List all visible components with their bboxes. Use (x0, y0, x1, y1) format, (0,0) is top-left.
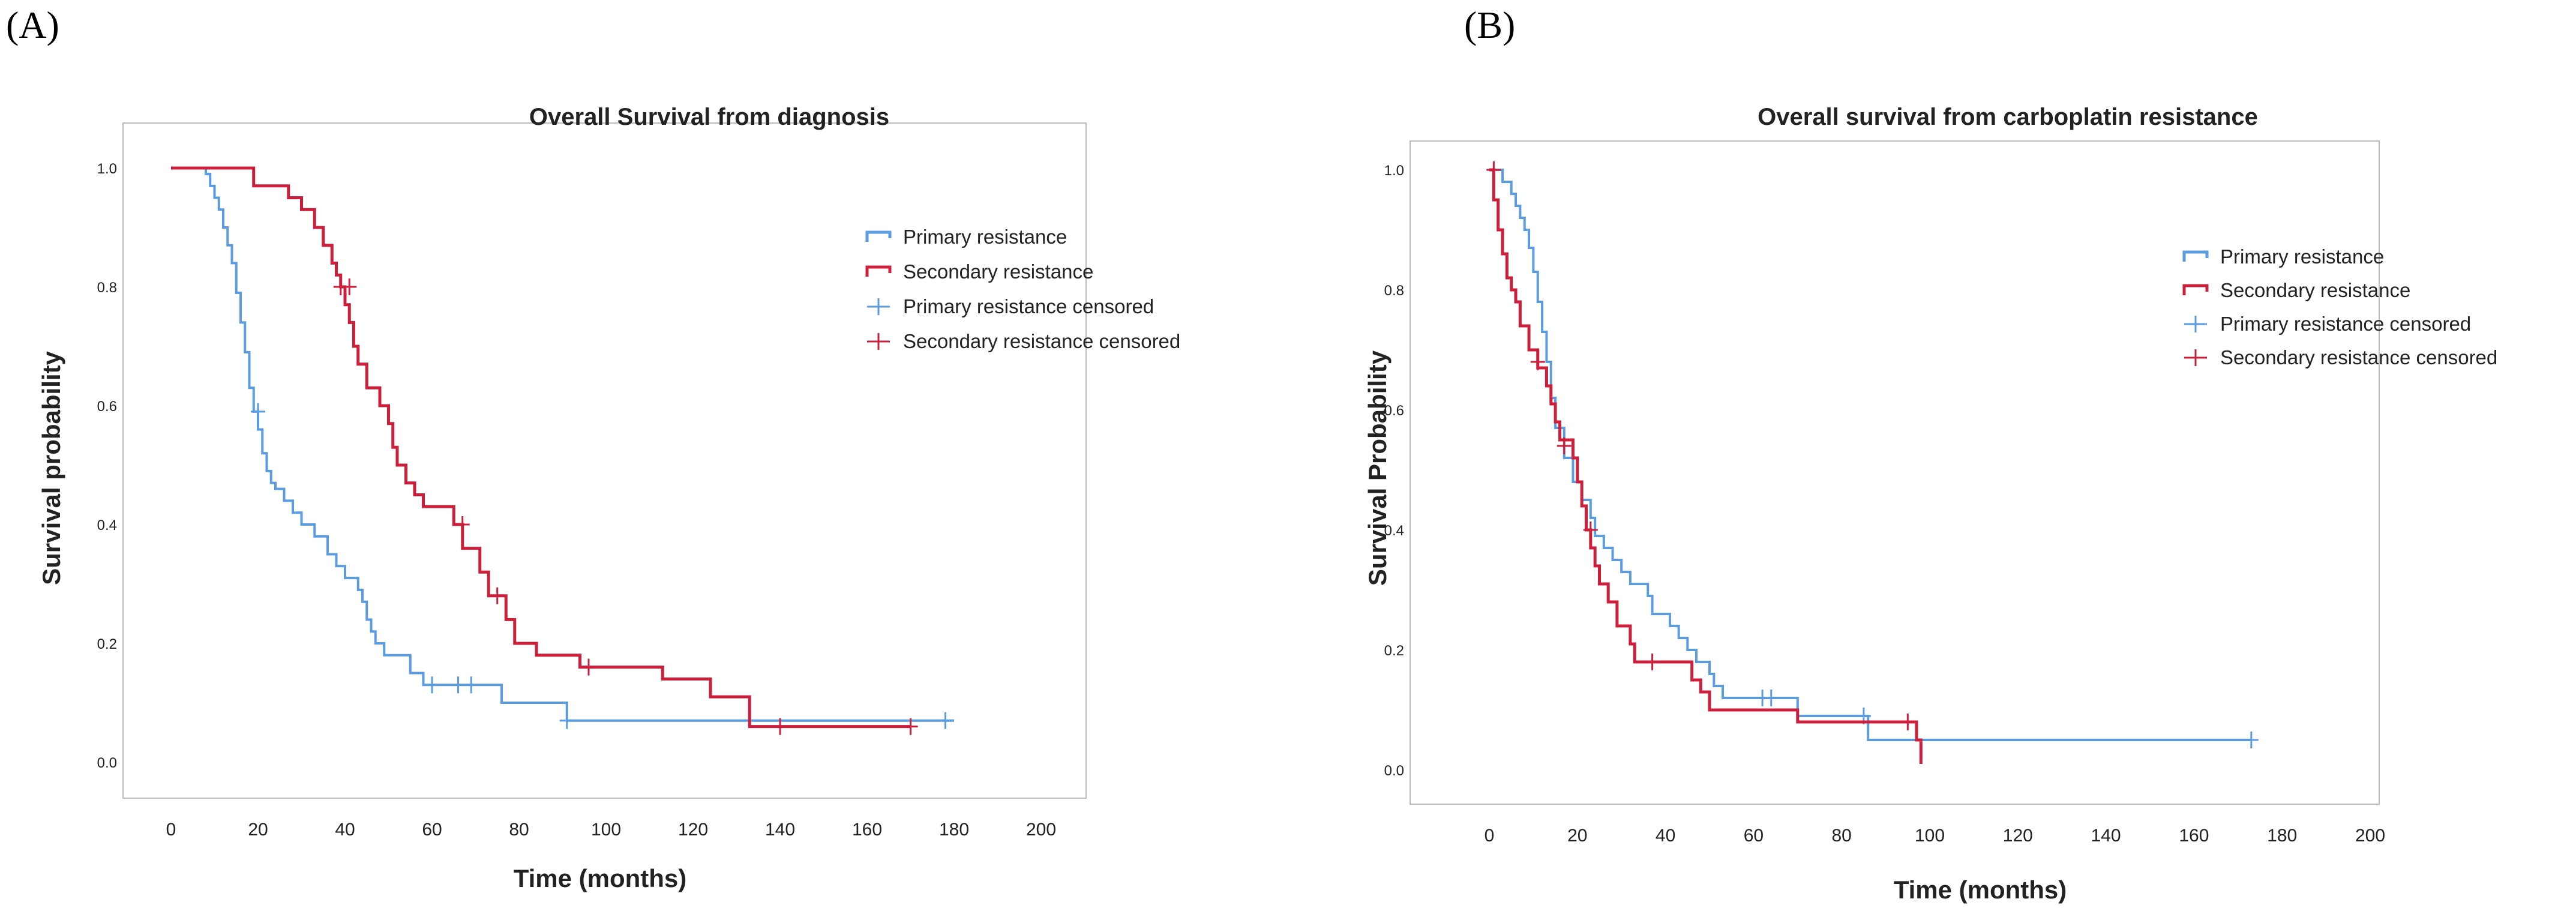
chart-2-legend-secondary-line-label: Secondary resistance (2220, 279, 2410, 301)
chart-1-x-tick-120: 120 (678, 820, 708, 840)
chart-2-secondary-censor-mark-2 (1530, 353, 1545, 370)
chart-1-secondary-censor-mark-5 (581, 658, 596, 676)
chart-2-secondary-survival-line (1489, 168, 1923, 764)
chart-2-legend-secondary-censored-label: Secondary resistance censored (2220, 346, 2497, 368)
chart-1-secondary-survival-line (171, 166, 911, 729)
chart-2-y-tick-0.0: 0.0 (1384, 763, 1404, 779)
chart-2-x-tick-60: 60 (1744, 826, 1764, 846)
chart-1-legend-primary-line-label: Primary resistance (903, 226, 1067, 248)
chart-2-y-tick-0.6: 0.6 (1384, 403, 1404, 419)
chart-2-x-axis-title: Time (months) (1894, 876, 2067, 904)
chart-2-x-tick-80: 80 (1832, 826, 1852, 846)
chart-2-legend-primary-censored-label: Primary resistance censored (2220, 313, 2471, 335)
chart-1-y-axis-title: Survival probability (37, 350, 65, 585)
chart-1-y-tick-0.8: 0.8 (97, 280, 117, 296)
panel-label-b: (B) (1464, 4, 1516, 46)
chart-1-x-tick-0: 0 (166, 820, 176, 840)
chart-2-x-tick-0: 0 (1485, 826, 1495, 846)
chart-1-legend-secondary-line-symbol (865, 265, 892, 277)
chart-1-x-tick-60: 60 (422, 820, 442, 840)
chart-1-primary-censor-mark-6 (938, 712, 953, 729)
chart-1-x-tick-20: 20 (248, 820, 268, 840)
chart-1-y-tick-0.4: 0.4 (97, 517, 117, 534)
chart-1-primary-censor-mark-5 (559, 712, 574, 729)
chart-2-x-tick-180: 180 (2267, 826, 2297, 846)
chart-1-x-tick-100: 100 (591, 820, 621, 840)
chart-1-legend-secondary-line-label: Secondary resistance (903, 260, 1093, 283)
chart-1-legend-primary-line-symbol (865, 230, 892, 242)
chart-1-x-tick-200: 200 (1026, 820, 1056, 840)
chart-1-primary-censor-mark-1 (251, 403, 265, 420)
chart-2-legend-secondary-censored-symbol (2184, 349, 2207, 366)
chart-2-primary-censor-mark-3 (1764, 690, 1779, 706)
chart-1-x-axis-title: Time (months) (514, 864, 687, 892)
chart-1-legend-primary-censored-symbol (867, 298, 890, 315)
chart-2-y-tick-0.4: 0.4 (1384, 523, 1404, 539)
chart-2-y-tick-0.2: 0.2 (1384, 643, 1404, 659)
chart-1-y-tick-0.0: 0.0 (97, 755, 117, 771)
panel-label-a: (A) (6, 4, 59, 46)
chart-2-y-tick-0.8: 0.8 (1384, 283, 1404, 299)
chart-1-y-tick-0.6: 0.6 (97, 398, 117, 415)
chart-2-legend-primary-censored-symbol (2184, 316, 2207, 332)
chart-2-x-tick-20: 20 (1567, 826, 1587, 846)
chart-2-secondary-censor-mark-5 (1645, 654, 1660, 670)
chart-1-x-tick-140: 140 (765, 820, 795, 840)
chart-1-plot-frame (122, 122, 1087, 799)
chart-2-secondary-censor-mark-6 (1900, 714, 1915, 730)
chart-1-primary-censor-mark-2 (425, 676, 439, 694)
chart-2-primary-survival-line (1489, 169, 2251, 741)
chart-1-secondary-censor-mark-7 (903, 718, 918, 735)
chart-2-x-tick-160: 160 (2179, 826, 2209, 846)
chart-2-secondary-censor-mark-1 (1486, 161, 1501, 178)
chart-1-x-tick-40: 40 (335, 820, 355, 840)
chart-1-primary-censor-mark-4 (464, 676, 479, 694)
chart-1-x-tick-80: 80 (509, 820, 529, 840)
chart-2-x-tick-100: 100 (1915, 826, 1945, 846)
chart-1-secondary-censor-mark-4 (490, 587, 505, 604)
chart-1-x-tick-160: 160 (852, 820, 882, 840)
chart-1-primary-censor-mark-3 (451, 676, 466, 694)
chart-1-secondary-censor-mark-3 (455, 516, 470, 533)
chart-2-legend-primary-line-symbol (2182, 250, 2209, 262)
chart-1-legend-secondary-censored-symbol (867, 333, 890, 350)
chart-1-secondary-censor-mark-6 (773, 718, 787, 735)
chart-1-x-tick-180: 180 (939, 820, 969, 840)
chart-2-x-tick-140: 140 (2091, 826, 2121, 846)
chart-1-legend-primary-censored-label: Primary resistance censored (903, 295, 1154, 317)
chart-1-y-tick-0.2: 0.2 (97, 636, 117, 652)
chart-1-title: Overall Survival from diagnosis (529, 104, 889, 130)
chart-2-primary-censor-mark-5 (2244, 732, 2259, 748)
chart-2-y-tick-1.0: 1.0 (1384, 163, 1404, 179)
chart-2-secondary-censor-mark-4 (1583, 522, 1598, 538)
chart-2-x-tick-200: 200 (2355, 826, 2385, 846)
chart-2-title: Overall survival from carboplatin resist… (1758, 104, 2258, 130)
chart-2-plot-frame (1410, 140, 2380, 805)
chart-1-primary-survival-line (171, 167, 954, 722)
chart-2-x-tick-120: 120 (2003, 826, 2033, 846)
chart-1-secondary-censor-mark-2 (342, 278, 357, 295)
chart-2-legend-secondary-line-symbol (2182, 284, 2209, 295)
chart-2-x-tick-40: 40 (1656, 826, 1675, 846)
chart-2-secondary-censor-mark-3 (1557, 437, 1572, 454)
chart-2-legend-primary-line-label: Primary resistance (2220, 245, 2384, 268)
chart-1-legend-secondary-censored-label: Secondary resistance censored (903, 330, 1180, 352)
chart-1-y-tick-1.0: 1.0 (97, 161, 117, 177)
chart-2-y-axis-title: Survival Probability (1363, 350, 1392, 586)
